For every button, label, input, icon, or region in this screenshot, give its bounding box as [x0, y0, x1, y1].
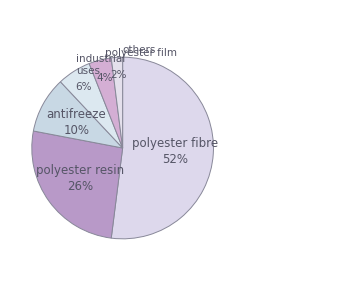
Text: 2%: 2%: [110, 70, 126, 81]
Wedge shape: [111, 57, 123, 148]
Text: others: others: [123, 45, 156, 55]
Wedge shape: [34, 82, 123, 148]
Text: 4%: 4%: [96, 73, 113, 83]
Text: polyester film: polyester film: [105, 48, 177, 58]
Wedge shape: [32, 131, 123, 238]
Text: antifreeze
10%: antifreeze 10%: [47, 108, 106, 137]
Wedge shape: [89, 58, 123, 148]
Text: industrial
uses: industrial uses: [77, 54, 126, 76]
Wedge shape: [111, 57, 213, 239]
Wedge shape: [60, 64, 123, 148]
Text: 6%: 6%: [75, 82, 92, 92]
Text: polyester fibre
52%: polyester fibre 52%: [132, 137, 218, 166]
Text: polyester resin
26%: polyester resin 26%: [36, 165, 124, 194]
